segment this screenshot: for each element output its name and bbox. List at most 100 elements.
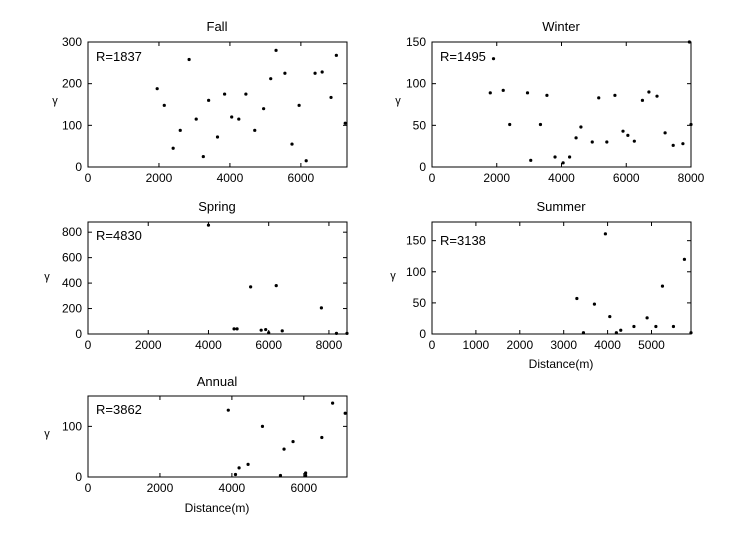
y-axis-label: γ [390,270,396,282]
y-tick-label: 0 [75,470,82,484]
data-point [608,314,612,319]
data-point [331,401,335,405]
data-point [320,70,324,74]
y-tick-label: 0 [419,160,426,174]
data-point [681,142,685,146]
tick-layer: 0 1000 2000 3000 4000 5000 0 50 100 150 [406,222,691,352]
x-tick-label: 3000 [550,338,577,352]
y-axis-label: γ [44,271,50,283]
x-tick-label: 1000 [463,338,490,352]
tick-layer: 0 2000 4000 6000 8000 0 50 100 150 [406,35,705,185]
data-point [259,328,263,332]
data-point [621,129,625,133]
data-point [249,285,253,289]
panel-title: Winter [542,19,580,34]
y-tick-label: 600 [62,251,82,265]
panel-annual: Annual R=3862 γ Distance(m) 0 2000 4000 600… [44,374,348,515]
data-point [290,142,294,146]
y-tick-label: 300 [62,35,82,49]
x-tick-label: 4000 [219,481,246,495]
x-tick-label: 8000 [678,171,705,185]
data-point [244,92,248,96]
y-tick-label: 100 [62,419,82,433]
data-point [334,53,338,57]
data-point [274,48,278,52]
panel-title: Summer [536,199,586,214]
panel-title: Spring [198,199,236,214]
data-point [282,447,286,451]
panel-fall: Fall R=1837 γ 0 2000 4000 6000 0 100 200 300 [52,19,348,185]
y-axis-label: γ [52,95,58,107]
x-tick-label: 2000 [147,481,174,495]
x-axis-label: Distance(m) [529,357,594,371]
data-point [538,122,543,127]
y-tick-label: 50 [413,118,427,132]
x-tick-label: 0 [429,338,436,352]
x-tick-label: 6000 [290,481,317,495]
data-point [246,462,250,466]
y-tick-label: 200 [62,302,82,316]
y-axis-label: γ [395,95,401,107]
data-point [297,103,301,107]
x-tick-label: 0 [85,338,92,352]
data-point [226,408,230,412]
plot-frame [87,221,348,335]
x-tick-label: 2000 [146,171,173,185]
data-point [626,133,630,137]
data-point [194,117,198,121]
data-point [267,331,271,335]
data-point [488,91,492,95]
data-point [645,316,649,320]
data-point [574,136,578,140]
data-point [280,329,284,333]
data-point [579,125,583,129]
data-point [654,324,658,329]
data-point [663,131,667,135]
data-point [603,232,607,236]
y-tick-label: 150 [406,35,426,49]
x-tick-label: 4000 [195,338,222,352]
data-point [269,77,273,81]
data-point [343,121,347,125]
data-point [689,122,693,127]
data-point [613,93,617,97]
tick-layer: 0 2000 4000 6000 8000 0 200 400 600 800 [62,222,347,352]
y-tick-label: 50 [413,296,427,310]
x-tick-label: 4000 [548,171,575,185]
data-point [597,96,601,100]
plot-frame [431,41,692,168]
x-tick-label: 6000 [613,171,640,185]
panel-summer: Summer R=3138 γ Distance(m) 0 1000 2000 300… [390,199,693,371]
data-point [687,40,691,44]
y-tick-label: 100 [62,118,82,132]
data-point [508,122,512,127]
data-point [283,71,287,75]
data-point [237,466,241,470]
data-point [671,143,675,147]
data-point [614,331,618,335]
panel-spring: Spring R=4830 γ 0 2000 4000 6000 8000 0 200 400… [44,199,349,352]
data-point [640,98,645,102]
data-point [291,439,295,444]
data-point [207,98,211,102]
plot-frame [87,395,348,478]
data-point [320,435,324,440]
x-tick-label: 2000 [135,338,162,352]
data-point [660,284,665,288]
data-point [178,128,182,132]
data-point [187,57,191,62]
data-point [491,57,496,61]
y-tick-label: 150 [406,234,426,248]
x-tick-label: 0 [85,481,92,495]
data-point [253,128,257,132]
data-point [278,473,283,478]
data-point [329,95,333,100]
data-point [237,117,241,121]
x-tick-label: 0 [429,171,436,185]
plot-frame [87,41,348,168]
data-point [647,90,651,94]
data-point [260,424,265,428]
data-point [162,103,166,107]
data-point [304,159,308,163]
data-point [233,472,238,477]
